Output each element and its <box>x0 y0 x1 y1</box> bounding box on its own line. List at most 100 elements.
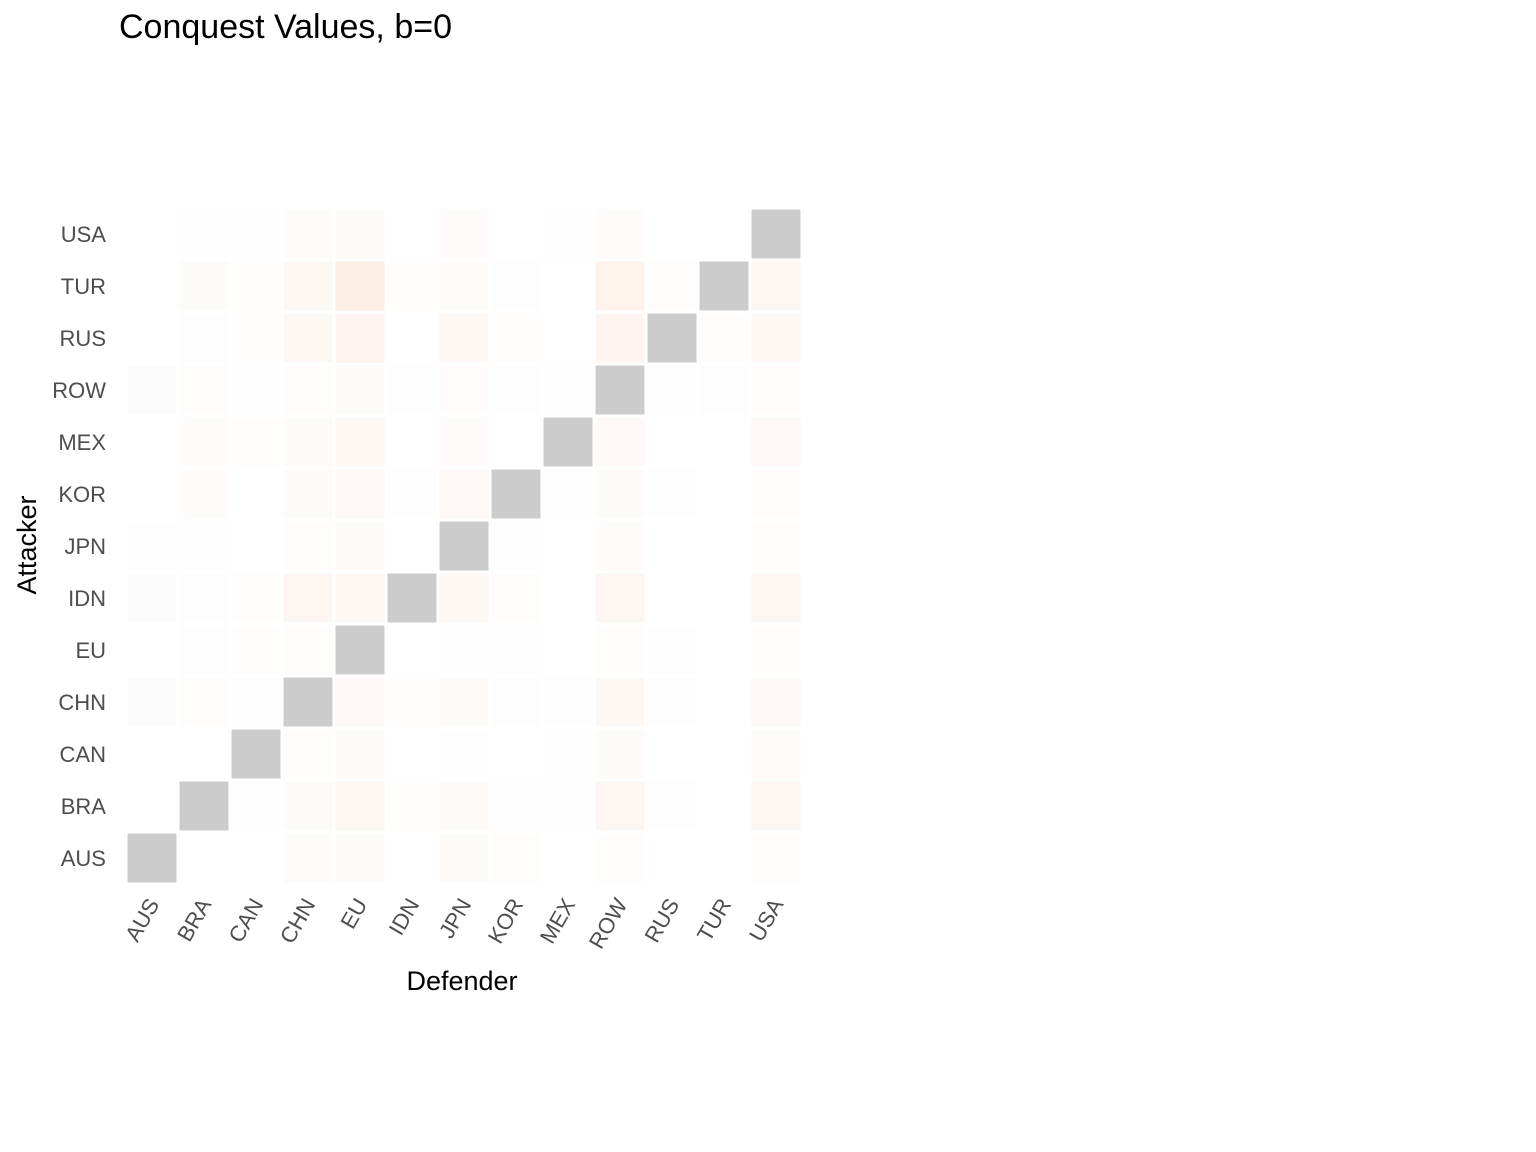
heatmap-cell-row-kor <box>492 366 541 415</box>
heatmap-cell-row-bra <box>180 366 229 415</box>
heatmap-cell-row-mex <box>544 366 593 415</box>
heatmap-cell-rus-idn <box>388 314 437 363</box>
heatmap-cell-idn-rus <box>648 574 697 623</box>
heatmap-cell-mex-row <box>596 418 645 467</box>
heatmap-cell-kor-jpn <box>440 470 489 519</box>
heatmap-cell-row-rus <box>648 366 697 415</box>
heatmap-cell-can-chn <box>284 730 333 779</box>
heatmap-cell-mex-rus <box>648 418 697 467</box>
heatmap-cell-can-kor <box>492 730 541 779</box>
heatmap-cell-row-usa <box>752 366 801 415</box>
heatmap-cell-idn-usa <box>752 574 801 623</box>
heatmap-cell-mex-mex <box>544 418 593 467</box>
heatmap-cell-tur-rus <box>648 262 697 311</box>
heatmap-cell-mex-can <box>232 418 281 467</box>
heatmap-cell-tur-eu <box>336 262 385 311</box>
heatmap-cell-aus-usa <box>752 834 801 883</box>
heatmap-cell-tur-usa <box>752 262 801 311</box>
heatmap-cell-usa-chn <box>284 210 333 259</box>
heatmap-cell-rus-mex <box>544 314 593 363</box>
heatmap-cell-mex-chn <box>284 418 333 467</box>
x-tick-label-row: ROW <box>584 894 633 953</box>
heatmap-cell-aus-rus <box>648 834 697 883</box>
x-tick-label-kor: KOR <box>483 894 528 948</box>
heatmap-cell-kor-usa <box>752 470 801 519</box>
heatmap-cell-rus-aus <box>128 314 177 363</box>
heatmap-cell-row-tur <box>700 366 749 415</box>
heatmap-cell-aus-eu <box>336 834 385 883</box>
heatmap-cell-kor-bra <box>180 470 229 519</box>
heatmap-cell-usa-rus <box>648 210 697 259</box>
heatmap-cell-aus-chn <box>284 834 333 883</box>
heatmap-cell-kor-row <box>596 470 645 519</box>
heatmap-cell-jpn-jpn <box>440 522 489 571</box>
heatmap-cell-mex-idn <box>388 418 437 467</box>
heatmap-cell-jpn-can <box>232 522 281 571</box>
heatmap-cell-chn-eu <box>336 678 385 727</box>
heatmap-cell-rus-rus <box>648 314 697 363</box>
heatmap-cell-chn-jpn <box>440 678 489 727</box>
heatmap-cell-usa-can <box>232 210 281 259</box>
y-tick-label-mex: MEX <box>58 430 106 455</box>
heatmap-cell-idn-eu <box>336 574 385 623</box>
heatmap-cell-eu-chn <box>284 626 333 675</box>
heatmap-cell-row-idn <box>388 366 437 415</box>
heatmap-cell-row-can <box>232 366 281 415</box>
heatmap-cell-bra-chn <box>284 782 333 831</box>
heatmap-cell-chn-tur <box>700 678 749 727</box>
heatmap-cell-chn-chn <box>284 678 333 727</box>
heatmap-cell-bra-idn <box>388 782 437 831</box>
heatmap-cell-mex-tur <box>700 418 749 467</box>
heatmap-cell-jpn-eu <box>336 522 385 571</box>
x-tick-label-bra: BRA <box>172 894 216 946</box>
heatmap-cell-can-eu <box>336 730 385 779</box>
heatmap-cell-rus-chn <box>284 314 333 363</box>
heatmap-cell-usa-aus <box>128 210 177 259</box>
heatmap-cell-can-can <box>232 730 281 779</box>
heatmap-cell-aus-aus <box>128 834 177 883</box>
heatmap-cell-eu-eu <box>336 626 385 675</box>
y-tick-label-row: ROW <box>52 378 106 403</box>
heatmap-cell-chn-idn <box>388 678 437 727</box>
heatmap-cell-usa-jpn <box>440 210 489 259</box>
heatmap-cell-idn-tur <box>700 574 749 623</box>
heatmap-cell-chn-kor <box>492 678 541 727</box>
heatmap-cell-bra-eu <box>336 782 385 831</box>
heatmap-cell-idn-jpn <box>440 574 489 623</box>
heatmap-cell-chn-usa <box>752 678 801 727</box>
heatmap-cell-can-usa <box>752 730 801 779</box>
heatmap-cell-usa-row <box>596 210 645 259</box>
heatmap-cell-chn-bra <box>180 678 229 727</box>
heatmap-cell-jpn-bra <box>180 522 229 571</box>
y-axis-tick-labels: AUS BRA CAN CHN EU IDN JPN KOR MEX ROW RUS TUR USA <box>52 222 106 871</box>
heatmap-cell-bra-row <box>596 782 645 831</box>
heatmap-cell-bra-tur <box>700 782 749 831</box>
x-tick-label-eu: EU <box>335 894 372 933</box>
heatmap-cell-rus-usa <box>752 314 801 363</box>
heatmap-cell-aus-idn <box>388 834 437 883</box>
heatmap-cell-can-jpn <box>440 730 489 779</box>
y-tick-label-eu: EU <box>75 638 106 663</box>
heatmap-cell-row-eu <box>336 366 385 415</box>
y-tick-label-can: CAN <box>60 742 106 767</box>
heatmap-cell-kor-rus <box>648 470 697 519</box>
heatmap-cell-row-chn <box>284 366 333 415</box>
heatmap-cell-tur-tur <box>700 262 749 311</box>
y-tick-label-tur: TUR <box>61 274 106 299</box>
heatmap-cell-rus-kor <box>492 314 541 363</box>
heatmap-cell-bra-jpn <box>440 782 489 831</box>
heatmap-cell-tur-can <box>232 262 281 311</box>
heatmap-cell-eu-jpn <box>440 626 489 675</box>
x-tick-label-chn: CHN <box>275 894 320 948</box>
heatmap-cell-mex-aus <box>128 418 177 467</box>
heatmap-cell-tur-chn <box>284 262 333 311</box>
y-tick-label-usa: USA <box>61 222 107 247</box>
heatmap-cell-eu-aus <box>128 626 177 675</box>
heatmap-cell-bra-aus <box>128 782 177 831</box>
heatmap-cell-tur-mex <box>544 262 593 311</box>
y-tick-label-kor: KOR <box>58 482 106 507</box>
heatmap-cell-aus-tur <box>700 834 749 883</box>
heatmap-cell-bra-mex <box>544 782 593 831</box>
heatmap-cell-usa-usa <box>752 210 801 259</box>
